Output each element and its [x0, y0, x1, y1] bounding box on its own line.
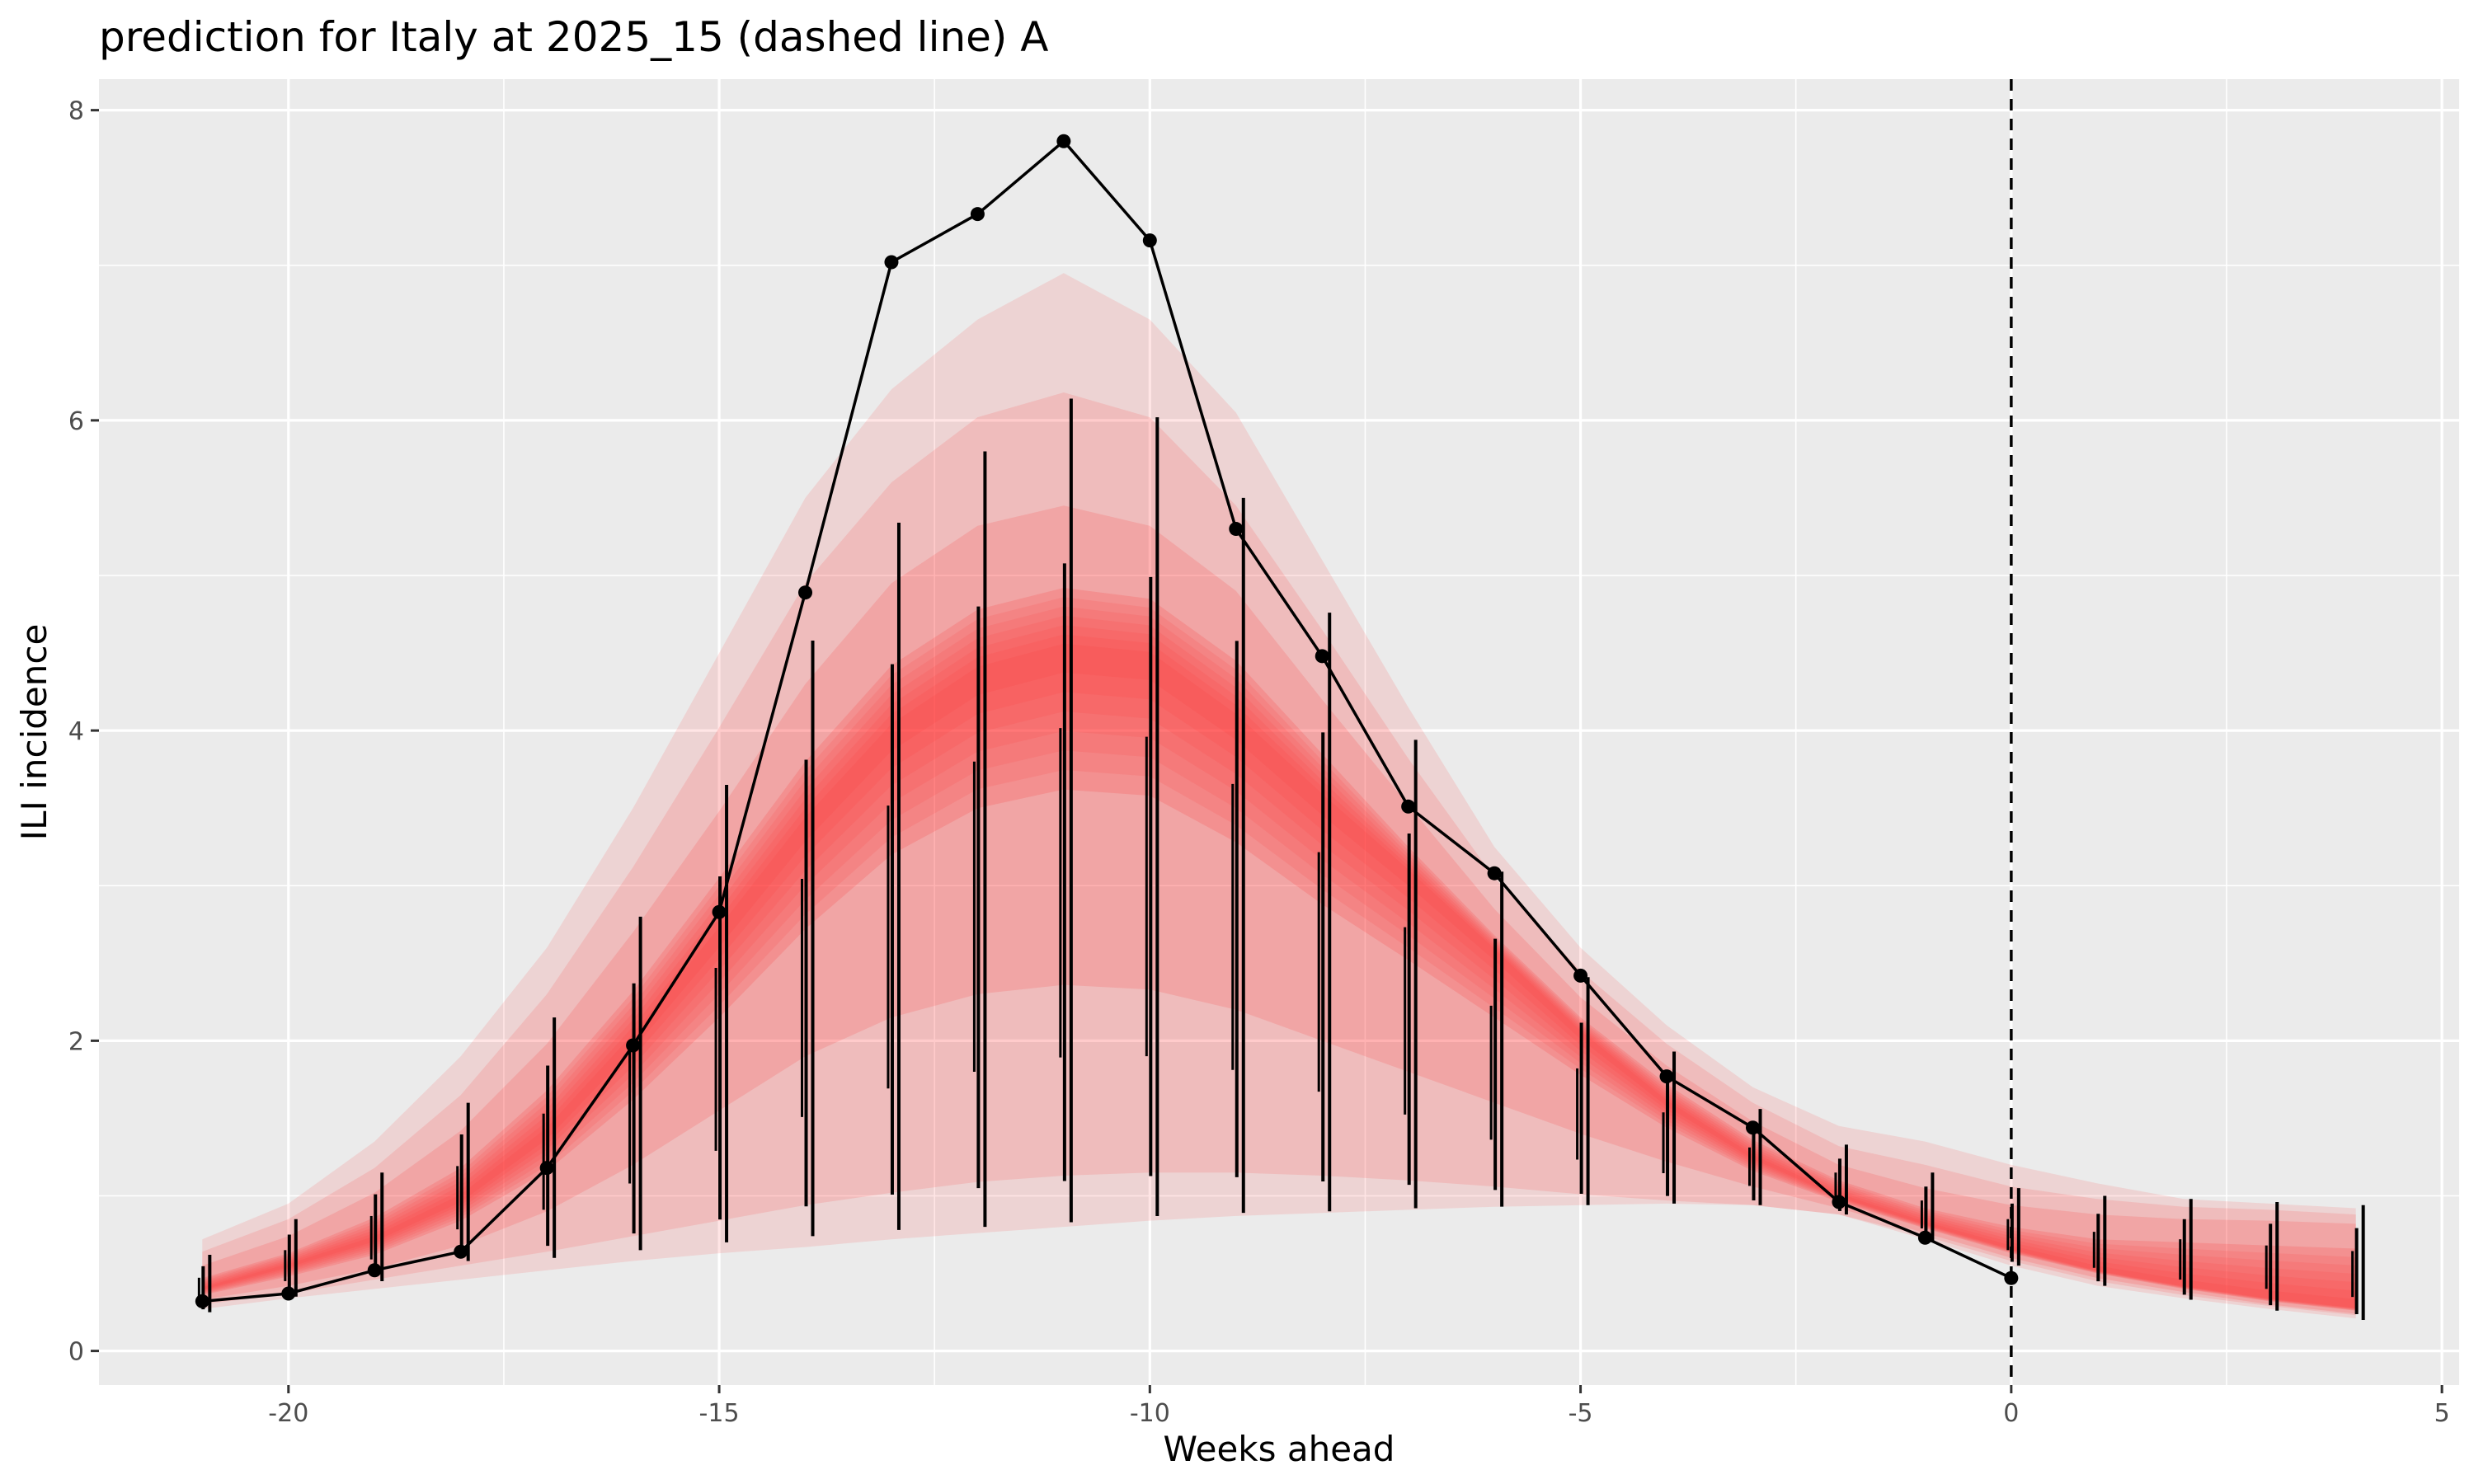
observed-point: [1832, 1195, 1846, 1209]
observed-point: [195, 1294, 209, 1308]
x-tick-label: -10: [1130, 1399, 1170, 1428]
observed-point: [367, 1263, 382, 1278]
y-tick-label: 8: [68, 97, 84, 126]
observed-point: [454, 1244, 468, 1259]
observed-series: [195, 134, 2019, 1308]
forecast-band-inner: [202, 643, 2356, 1308]
x-axis-title: Weeks ahead: [1164, 1429, 1395, 1469]
chart-title: prediction for Italy at 2025_15 (dashed …: [99, 13, 1049, 61]
y-tick-label: 2: [68, 1027, 84, 1056]
observed-point: [2004, 1270, 2019, 1285]
observed-point: [1487, 866, 1502, 881]
x-tick-label: 5: [2434, 1399, 2450, 1428]
forecast-band: [202, 392, 2356, 1316]
observed-point: [1229, 522, 1244, 537]
observed-point: [1315, 649, 1329, 664]
y-axis-title: ILI incidence: [14, 624, 54, 841]
observed-point: [1401, 799, 1416, 814]
observed-point: [1917, 1230, 1932, 1245]
x-tick-label: -5: [1569, 1399, 1593, 1428]
y-tick-label: 0: [68, 1338, 84, 1367]
forecast-bands: [202, 273, 2356, 1319]
y-axis: 0 2 4 6 8: [68, 97, 99, 1367]
forecast-band-inner: [202, 597, 2356, 1311]
x-axis: -20 -15 -10 -5 0 5: [268, 1385, 2450, 1428]
forecast-band: [202, 505, 2356, 1314]
observed-point: [1056, 134, 1071, 148]
plot-panel: [99, 79, 2459, 1385]
observed-point: [884, 255, 899, 270]
observed-point: [970, 207, 985, 222]
forecast-band-inner: [202, 634, 2356, 1308]
observed-point: [539, 1161, 554, 1176]
forecast-band-inner: [202, 606, 2356, 1310]
x-tick-label: -20: [268, 1399, 308, 1428]
x-tick-label: 0: [2003, 1399, 2019, 1428]
observed-point: [281, 1286, 296, 1301]
forecast-band-inner: [202, 625, 2356, 1309]
forecast-band: [202, 273, 2356, 1319]
sample-bars: [197, 398, 2365, 1320]
observed-point: [1142, 233, 1157, 248]
y-tick-label: 4: [68, 717, 84, 746]
observed-point: [1745, 1120, 1760, 1135]
forecast-band: [202, 588, 2356, 1311]
observed-point: [712, 904, 727, 919]
x-tick-label: -15: [699, 1399, 740, 1428]
observed-line: [202, 139, 2012, 1303]
forecast-band-inner: [202, 615, 2356, 1310]
observed-point: [1573, 968, 1588, 983]
observed-point: [1659, 1069, 1674, 1084]
observed-point: [626, 1038, 641, 1053]
y-tick-label: 6: [68, 407, 84, 436]
observed-point: [798, 585, 813, 600]
